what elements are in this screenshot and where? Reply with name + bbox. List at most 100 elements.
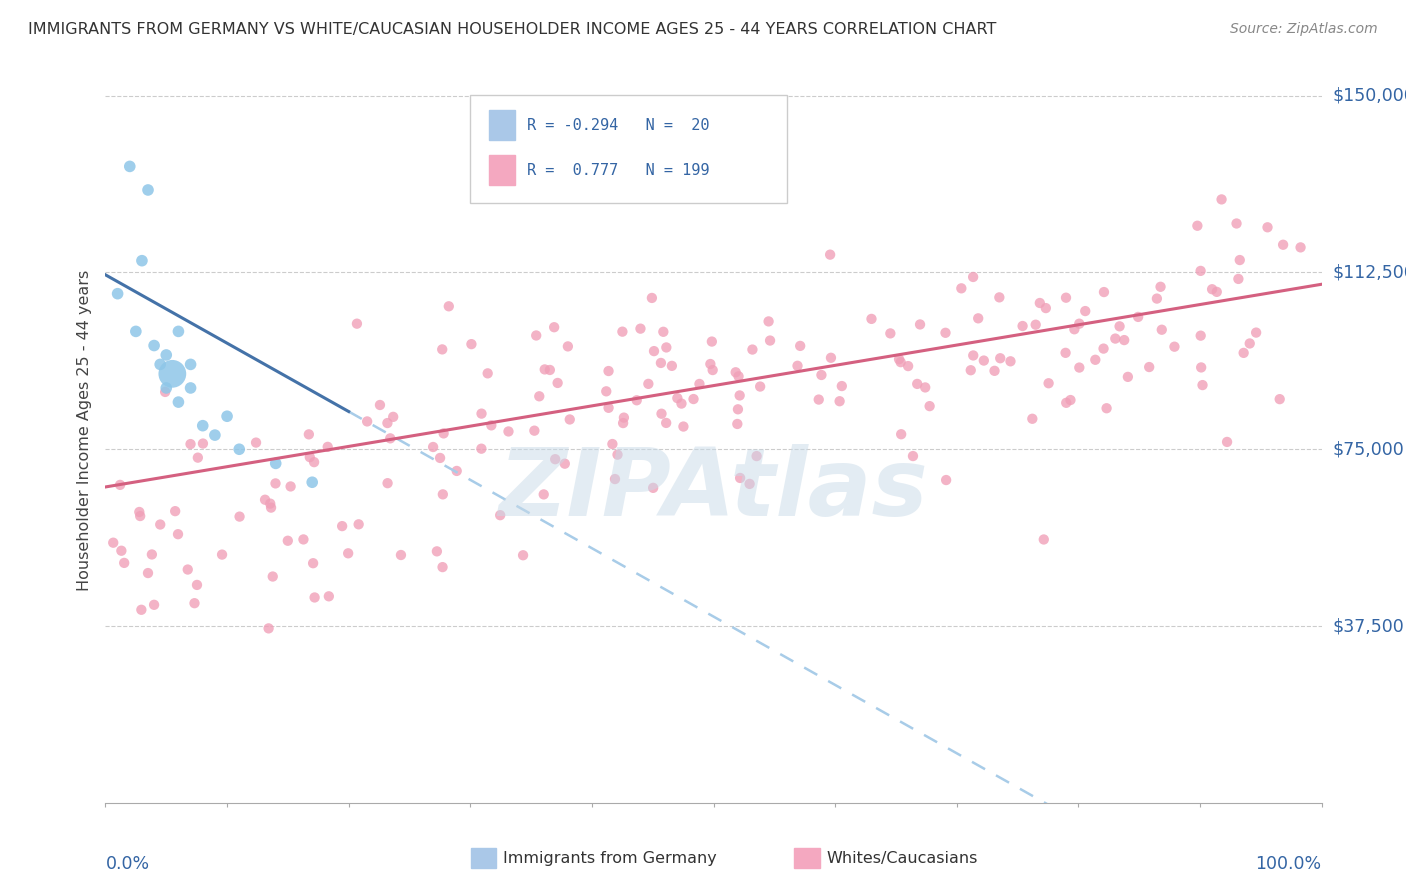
Point [1032, 533, 1054, 547]
Point [759, 334, 782, 348]
Point [727, 402, 749, 417]
Point [630, 321, 652, 335]
Point [180, 437, 202, 451]
Y-axis label: Householder Income Ages 25 - 44 years: Householder Income Ages 25 - 44 years [77, 269, 93, 591]
Point [1063, 322, 1085, 336]
Point [671, 396, 693, 410]
Point [162, 367, 184, 381]
Point [318, 590, 340, 604]
Point [489, 508, 512, 523]
Point [962, 348, 984, 362]
FancyBboxPatch shape [488, 110, 516, 140]
Point [1189, 328, 1212, 343]
Point [298, 427, 321, 442]
Point [128, 505, 150, 519]
Point [529, 389, 551, 403]
Point [1095, 401, 1118, 416]
Point [330, 519, 353, 533]
Point [204, 428, 226, 442]
Point [650, 356, 672, 370]
Point [1244, 326, 1267, 340]
Point [1146, 292, 1168, 306]
Point [890, 355, 912, 369]
Point [901, 449, 924, 463]
Point [789, 339, 811, 353]
Text: 0.0%: 0.0% [105, 855, 149, 873]
Point [141, 548, 163, 562]
Point [377, 476, 399, 491]
Point [967, 311, 990, 326]
Point [983, 364, 1005, 378]
Point [479, 418, 502, 433]
Point [103, 535, 125, 549]
Point [298, 450, 321, 464]
Point [292, 533, 315, 547]
Point [183, 596, 205, 610]
Text: IMMIGRANTS FROM GERMANY VS WHITE/CAUCASIAN HOUSEHOLDER INCOME AGES 25 - 44 YEARS: IMMIGRANTS FROM GERMANY VS WHITE/CAUCASI… [28, 22, 997, 37]
Point [741, 343, 763, 357]
Point [558, 412, 581, 426]
Point [187, 450, 209, 465]
Point [217, 409, 239, 424]
Point [1021, 411, 1043, 425]
Point [908, 318, 931, 332]
Point [725, 417, 748, 431]
Point [245, 435, 267, 450]
Point [177, 562, 200, 576]
Point [1000, 354, 1022, 368]
Point [1150, 323, 1173, 337]
Point [637, 376, 659, 391]
Point [254, 492, 277, 507]
Point [377, 416, 399, 430]
Point [437, 299, 460, 313]
Point [446, 464, 468, 478]
Point [606, 448, 628, 462]
Point [643, 481, 665, 495]
Text: 100.0%: 100.0% [1256, 855, 1322, 873]
Point [749, 379, 772, 393]
Point [167, 527, 190, 541]
Point [810, 368, 832, 382]
Point [498, 425, 520, 439]
Point [700, 334, 723, 349]
Point [1025, 318, 1047, 332]
Point [988, 290, 1011, 304]
Point [818, 247, 841, 261]
Point [786, 359, 808, 373]
Point [897, 359, 920, 373]
Text: Immigrants from Germany: Immigrants from Germany [503, 851, 717, 865]
Text: ZIPAtlas: ZIPAtlas [499, 444, 928, 536]
Point [598, 364, 620, 378]
Point [477, 367, 499, 381]
Point [346, 317, 368, 331]
Point [1227, 272, 1250, 286]
Point [277, 533, 299, 548]
Point [316, 440, 339, 454]
Point [820, 351, 842, 365]
Point [603, 472, 626, 486]
Point [1205, 285, 1227, 299]
Text: Source: ZipAtlas.com: Source: ZipAtlas.com [1230, 22, 1378, 37]
Point [1092, 285, 1115, 299]
Point [1114, 333, 1136, 347]
Point [905, 376, 928, 391]
Point [153, 384, 176, 399]
Point [934, 326, 956, 340]
Point [879, 326, 901, 341]
Point [149, 517, 172, 532]
Point [136, 566, 159, 580]
FancyBboxPatch shape [488, 155, 516, 185]
Point [262, 569, 284, 583]
Point [914, 380, 936, 394]
Point [1289, 240, 1312, 254]
Point [1187, 219, 1209, 233]
Point [470, 442, 492, 456]
Point [155, 381, 177, 395]
Point [1201, 282, 1223, 296]
Point [512, 548, 534, 562]
FancyBboxPatch shape [470, 95, 786, 203]
Point [727, 369, 749, 384]
Point [595, 384, 617, 399]
Point [1069, 360, 1091, 375]
Point [1268, 392, 1291, 406]
